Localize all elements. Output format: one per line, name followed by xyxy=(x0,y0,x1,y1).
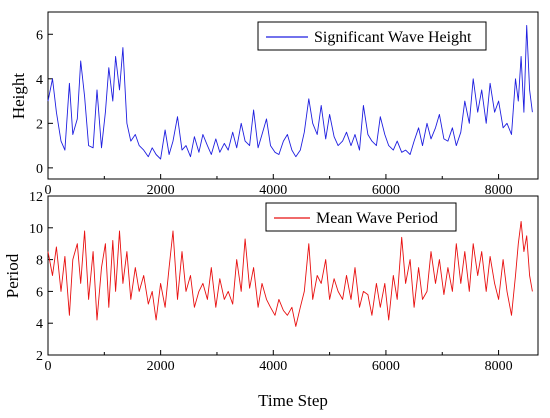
x-tick-label: 8000 xyxy=(485,359,513,374)
x-tick-label: 6000 xyxy=(372,183,400,198)
y-tick-label: 12 xyxy=(29,190,43,205)
legend-box xyxy=(265,202,457,232)
x-tick-label: 6000 xyxy=(372,359,400,374)
plot-frame xyxy=(47,11,539,180)
y-tick-label: 0 xyxy=(36,162,43,177)
y-ticks: 0 2 4 6 xyxy=(36,28,53,177)
legend-box xyxy=(257,21,487,51)
period-chart: 0 2000 4000 6000 8000 2 4 6 8 10 12 Period Time S… xyxy=(3,190,539,410)
y-axis-label: Period xyxy=(3,253,22,298)
series-group xyxy=(47,24,533,160)
y-tick-label: 6 xyxy=(36,28,43,43)
x-tick-label: 0 xyxy=(45,359,52,374)
y-tick-label: 8 xyxy=(36,254,43,269)
x-tick-label: 4000 xyxy=(259,359,287,374)
y-tick-label: 2 xyxy=(36,117,43,132)
x-axis-label: Time Step xyxy=(258,391,328,410)
legend-label: Mean Wave Period xyxy=(316,210,438,227)
legend: Significant Wave Height xyxy=(257,21,487,51)
x-ticks: 0 2000 4000 6000 8000 xyxy=(45,174,513,198)
plot-frame xyxy=(47,195,539,356)
y-tick-label: 4 xyxy=(36,317,43,332)
y-tick-label: 10 xyxy=(29,222,43,237)
x-tick-label: 2000 xyxy=(147,359,175,374)
x-tick-label: 2000 xyxy=(147,183,175,198)
x-tick-label: 0 xyxy=(45,183,52,198)
x-tick-label: 8000 xyxy=(485,183,513,198)
y-tick-label: 2 xyxy=(36,349,43,364)
y-axis-label: Height xyxy=(9,73,28,120)
height-chart: 0 2000 4000 6000 8000 0 2 4 6 Height Significan… xyxy=(9,11,539,198)
series-line xyxy=(47,220,533,327)
legend-label: Significant Wave Height xyxy=(314,29,472,46)
x-ticks: 0 2000 4000 6000 8000 xyxy=(45,350,513,374)
y-ticks: 2 4 6 8 10 12 xyxy=(29,190,53,364)
y-tick-label: 6 xyxy=(36,285,43,300)
legend: Mean Wave Period xyxy=(265,202,457,232)
y-tick-label: 4 xyxy=(36,73,43,88)
series-line xyxy=(47,24,533,160)
x-tick-label: 4000 xyxy=(259,183,287,198)
series-group xyxy=(47,220,533,327)
